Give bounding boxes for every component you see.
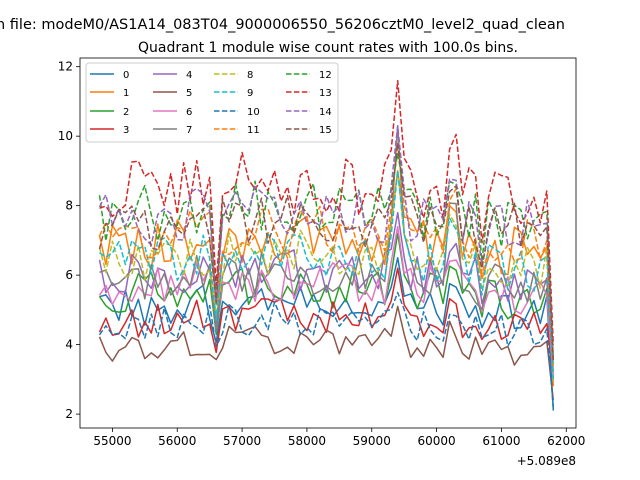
y-tick-label: 6 <box>65 268 73 282</box>
legend-label-6: 6 <box>186 107 192 118</box>
legend-label-15: 15 <box>319 125 332 136</box>
legend-label-7: 7 <box>186 125 192 136</box>
x-tick-label: 61000 <box>482 434 520 448</box>
series-line-7 <box>99 124 555 373</box>
legend-label-11: 11 <box>247 125 260 136</box>
legend-label-3: 3 <box>123 125 129 136</box>
series-line-3 <box>98 267 555 373</box>
series-line-13 <box>99 79 555 345</box>
y-axis-ticks: 2 4 6 8 10 12 <box>58 60 80 421</box>
legend-label-8: 8 <box>247 70 253 81</box>
series-lines <box>98 79 555 411</box>
x-tick-label: 58000 <box>288 434 326 448</box>
x-tick-label: 62000 <box>547 434 585 448</box>
x-tick-label: 56000 <box>158 434 196 448</box>
legend-label-12: 12 <box>319 70 332 81</box>
y-tick-label: 10 <box>58 129 73 143</box>
figure-suptitle: n file: modeM0/AS1A14_083T04_9000006550_… <box>0 17 565 33</box>
series-line-5 <box>98 305 555 401</box>
x-axis-ticks: 55000 56000 57000 58000 59000 60000 61000 62000 <box>93 428 585 448</box>
x-tick-label: 57000 <box>223 434 261 448</box>
series-line-0 <box>99 257 555 411</box>
legend-label-2: 2 <box>123 107 129 118</box>
x-tick-label: 60000 <box>418 434 456 448</box>
series-line-8 <box>98 170 555 380</box>
legend-label-5: 5 <box>186 88 192 99</box>
y-tick-label: 8 <box>65 199 73 213</box>
plot-frame <box>79 57 577 429</box>
y-tick-label: 4 <box>65 338 73 352</box>
x-tick-label: 55000 <box>93 434 131 448</box>
series-line-10 <box>98 291 555 408</box>
y-tick-label: 12 <box>58 60 73 74</box>
y-tick-label: 2 <box>65 407 73 421</box>
legend-label-9: 9 <box>247 88 253 99</box>
legend-frame <box>85 62 339 143</box>
chart-title: Quadrant 1 module wise count rates with … <box>138 40 518 56</box>
legend-label-13: 13 <box>319 88 332 99</box>
x-axis-offset-label: +5.089e8 <box>517 454 576 468</box>
x-tick-label: 59000 <box>353 434 391 448</box>
legend-label-4: 4 <box>186 70 192 81</box>
legend-label-10: 10 <box>247 107 260 118</box>
legend-label-0: 0 <box>123 70 129 81</box>
series-line-2 <box>98 232 555 366</box>
legend-label-14: 14 <box>319 107 332 118</box>
series-line-15 <box>98 142 555 363</box>
legend-label-1: 1 <box>123 88 129 99</box>
